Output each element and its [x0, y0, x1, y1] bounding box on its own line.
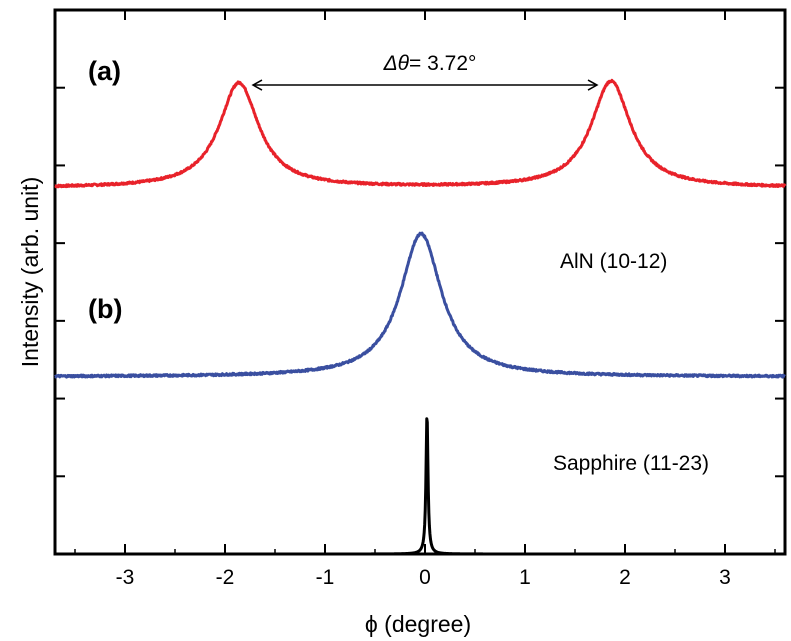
plot-frame — [53, 8, 787, 556]
delta-theta-label: Δθ= 3.72° — [383, 52, 477, 75]
panel-label-b: (b) — [88, 294, 122, 324]
x-tick-label: -3 — [116, 566, 135, 589]
x-tick-label: -2 — [216, 566, 235, 589]
arrowhead-right-icon — [587, 79, 599, 91]
panel-label-a: (a) — [88, 56, 121, 86]
series-line-2 — [54, 417, 786, 556]
y-axis-title: Intensity (arb. unit) — [17, 177, 43, 367]
x-tick-label: 1 — [519, 566, 531, 589]
arrowhead-left-icon — [251, 79, 263, 91]
x-tick-label: 2 — [619, 566, 631, 589]
aln-trace-label: AlN (10-12) — [560, 250, 667, 273]
y-axis-ticks — [55, 86, 785, 478]
series-line-0 — [54, 78, 787, 189]
delta-theta-annotation: Δθ= 3.72° — [251, 52, 599, 91]
delta-theta-value: = 3.72° — [409, 52, 476, 75]
x-tick-label: 3 — [719, 566, 731, 589]
series-line-1 — [54, 231, 786, 379]
sapphire-trace-label: Sapphire (11-23) — [553, 452, 709, 475]
x-axis-title: ϕ (degree) — [365, 611, 471, 637]
x-tick-label: 0 — [419, 566, 431, 589]
delta-theta-symbol: Δθ — [383, 52, 410, 75]
series-layer — [54, 78, 787, 556]
x-tick-label: -1 — [316, 566, 335, 589]
